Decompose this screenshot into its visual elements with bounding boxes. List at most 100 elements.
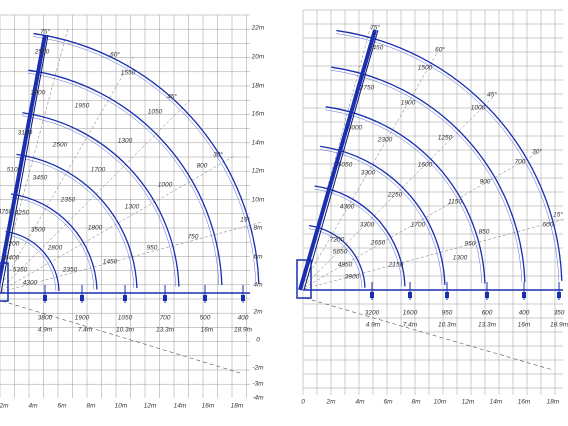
load-label: 60° [435,46,445,54]
load-label: 1300 [118,138,133,145]
load-label: 1300 [453,255,468,262]
hook [80,295,84,301]
load-arc [33,32,260,284]
load-label: 1700 [91,167,106,174]
x-axis-label: 6m [383,399,393,406]
angle-ray [299,152,539,291]
load-label: 2350 [62,267,78,274]
load-arc [28,69,223,286]
load-label: 3900 [345,274,360,281]
load-arc-inner [33,36,257,284]
load-label: 2500 [34,49,50,56]
load-arc-inner [16,157,135,289]
load-arc-inner [21,115,177,287]
load-label: 6400 [5,255,20,262]
load-label: 4300 [340,204,355,211]
x-axis-label: 12m [462,399,475,406]
x-axis-label: 4m [355,399,365,406]
hook [522,292,526,298]
y-axis-label: -2m [252,365,264,372]
angle-ray [299,95,495,291]
load-arc-inner [319,149,443,285]
hook [557,292,561,298]
load-label: 7.4m [403,322,418,329]
hook [241,295,245,301]
y-axis-label: -4m [252,395,264,402]
x-axis-label: 16m [518,399,531,406]
load-label: 15° [240,216,250,224]
boom-outline [303,29,379,291]
load-label: 350 [554,310,565,317]
load-arc [5,230,60,291]
load-label: 700 [515,159,526,166]
load-label: 1000 [471,105,486,112]
load-label: 3300 [360,222,375,229]
load-label: 2250 [387,192,403,199]
load-label: 750 [188,234,199,241]
load-label: 4.9m [38,327,53,334]
load-label: 950 [465,241,476,248]
load-label: 13.3m [478,322,497,329]
load-arc [22,112,180,287]
load-label: 7200 [5,241,20,248]
boom-outline [0,34,49,294]
load-label: 1800 [88,225,103,232]
load-label: 3450 [33,175,48,182]
load-label: 950 [442,310,453,317]
y-axis-label: 2m [252,309,263,316]
hook [370,292,374,298]
load-arc-inner [330,69,523,283]
x-axis-label: 16m [202,403,215,410]
angle-ray [0,221,263,293]
load-label: 60° [110,51,120,59]
load-label: 2500 [52,142,68,149]
angle-ray [299,218,566,291]
load-label: 4300 [23,280,38,287]
load-label: 1000 [158,182,173,189]
load-label: 500 [543,222,554,229]
load-label: 75° [370,24,380,32]
angle-ray [0,155,236,292]
hook-drop-line [1,300,241,374]
load-label: 1600 [403,310,418,317]
load-label: 1900 [401,100,416,107]
load-label: 1150 [448,199,462,206]
load-label: 800 [197,163,208,170]
load-arc [16,153,138,289]
load-label: 4850 [338,262,353,269]
load-label: 2350 [60,197,76,204]
load-label: 30° [532,148,542,156]
load-label: 10.3m [438,322,457,329]
x-axis-label: 2m [0,403,9,410]
x-axis-label: 10m [434,399,447,406]
hook [43,295,47,301]
load-label: 400 [238,315,249,322]
y-axis-label: 16m [252,111,265,118]
hook [485,292,489,298]
crane-base [0,262,9,302]
x-axis-label: 18m [547,399,560,406]
load-label: 2650 [370,240,386,247]
load-arc [331,66,526,283]
load-label: 700 [160,315,171,322]
load-arc-inner [314,188,403,287]
load-arc [325,106,486,284]
boom [0,34,47,288]
load-label: 4.9m [366,322,381,329]
load-label: 3000 [348,125,363,132]
load-label: 18.9m [234,327,253,334]
load-arc-inner [5,234,57,291]
crane-base [296,259,312,299]
y-axis-label: 0 [256,337,260,344]
load-label: 4750 [0,209,13,216]
x-axis-label: 18m [231,403,244,410]
angle-ray [0,98,192,291]
x-axis-label: 14m [174,403,187,410]
hook [445,292,449,298]
load-label: 16m [201,327,214,334]
y-axis-label: 18m [252,83,265,90]
hook [203,295,207,301]
boom [298,29,377,291]
load-label: 13.3m [156,327,175,334]
